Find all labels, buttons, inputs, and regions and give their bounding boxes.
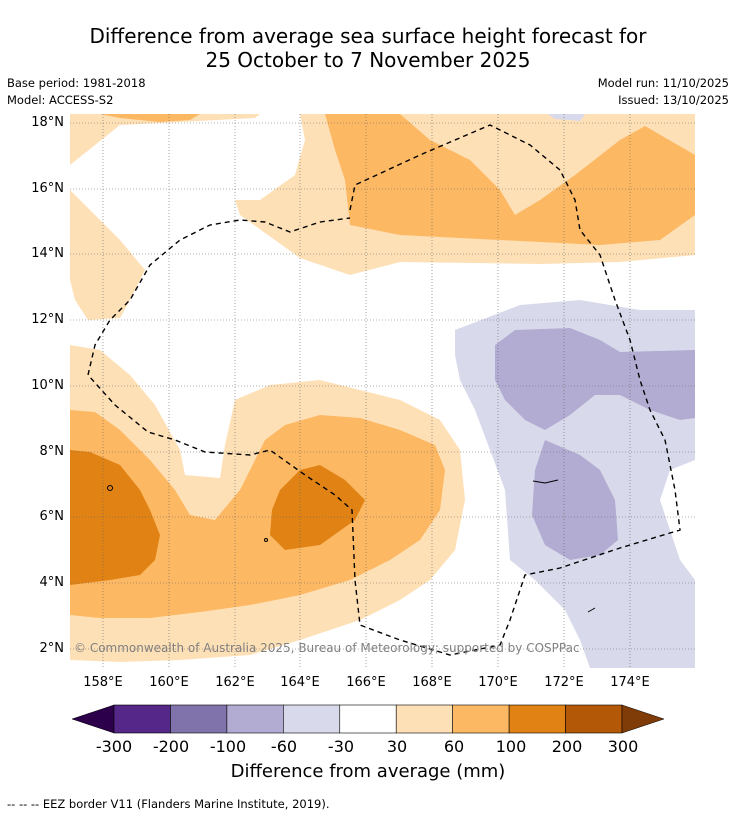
lat-label: 6°N bbox=[39, 509, 65, 524]
colorbar-tick: 60 bbox=[443, 737, 465, 756]
lat-label: 10°N bbox=[31, 378, 64, 393]
gridlines bbox=[70, 114, 695, 668]
lat-label: 8°N bbox=[39, 444, 65, 459]
lat-label: 2°N bbox=[39, 641, 65, 656]
lon-label: 166°E bbox=[346, 675, 386, 690]
colorbar-tick: -30 bbox=[327, 737, 355, 756]
colorbar-segment bbox=[395, 704, 453, 734]
run-info: Model run: 11/10/2025 Issued: 13/10/2025 bbox=[598, 75, 729, 109]
colorbar-tick: -200 bbox=[152, 737, 190, 756]
colorbar-label: Difference from average (mm) bbox=[230, 761, 506, 782]
lon-label: 168°E bbox=[412, 675, 452, 690]
colorbar-tick: -60 bbox=[270, 737, 298, 756]
colorbar-segment bbox=[170, 704, 228, 734]
lat-label: 14°N bbox=[31, 246, 64, 261]
colorbar-tick: 30 bbox=[386, 737, 408, 756]
lon-label: 172°E bbox=[544, 675, 584, 690]
issued-text: Issued: 13/10/2025 bbox=[618, 93, 729, 107]
colorbar-segment bbox=[283, 704, 341, 734]
colorbar-segment bbox=[226, 704, 284, 734]
lon-label: 160°E bbox=[149, 675, 189, 690]
colorbar-segment bbox=[339, 704, 397, 734]
lat-label: 16°N bbox=[31, 181, 64, 196]
colorbar-segment bbox=[452, 704, 510, 734]
lon-label: 158°E bbox=[83, 675, 123, 690]
base-period-text: Base period: 1981-2018 bbox=[7, 76, 146, 90]
anomaly-minus-60-100 bbox=[495, 328, 695, 560]
lon-label: 162°E bbox=[215, 675, 255, 690]
colorbar-tick: 300 bbox=[607, 737, 639, 756]
copyright-text: © Commonwealth of Australia 2025, Bureau… bbox=[74, 641, 580, 655]
colorbar-max-extension bbox=[621, 704, 665, 734]
title-line-2: 25 October to 7 November 2025 bbox=[205, 48, 531, 72]
eez-border bbox=[87, 124, 681, 656]
colorbar-tick: 100 bbox=[495, 737, 527, 756]
colorbar-min-extension bbox=[71, 704, 115, 734]
anomaly-100-200 bbox=[70, 450, 365, 585]
lon-label: 174°E bbox=[610, 675, 650, 690]
colorbar-segment bbox=[508, 704, 566, 734]
lat-label: 12°N bbox=[31, 312, 64, 327]
eez-legend-note: -- -- -- EEZ border V11 (Flanders Marine… bbox=[7, 797, 330, 811]
model-run-text: Model run: 11/10/2025 bbox=[597, 76, 729, 90]
lat-label: 18°N bbox=[31, 115, 64, 130]
title-line-1: Difference from average sea surface heig… bbox=[89, 24, 647, 48]
lat-label: 4°N bbox=[39, 575, 65, 590]
model-text: Model: ACCESS-S2 bbox=[7, 93, 114, 107]
lon-label: 170°E bbox=[478, 675, 518, 690]
colorbar-segment bbox=[113, 704, 171, 734]
colorbar-tick: -300 bbox=[95, 737, 133, 756]
islands bbox=[107, 479, 596, 613]
colorbar-segment bbox=[565, 704, 623, 734]
colorbar-tick: 200 bbox=[551, 737, 583, 756]
sea-level-map bbox=[70, 114, 695, 668]
base-period: Base period: 1981-2018 Model: ACCESS-S2 bbox=[7, 75, 146, 109]
anomaly-60-100 bbox=[70, 114, 695, 618]
lon-label: 164°E bbox=[280, 675, 320, 690]
colorbar bbox=[71, 704, 665, 734]
colorbar-tick: -100 bbox=[209, 737, 247, 756]
